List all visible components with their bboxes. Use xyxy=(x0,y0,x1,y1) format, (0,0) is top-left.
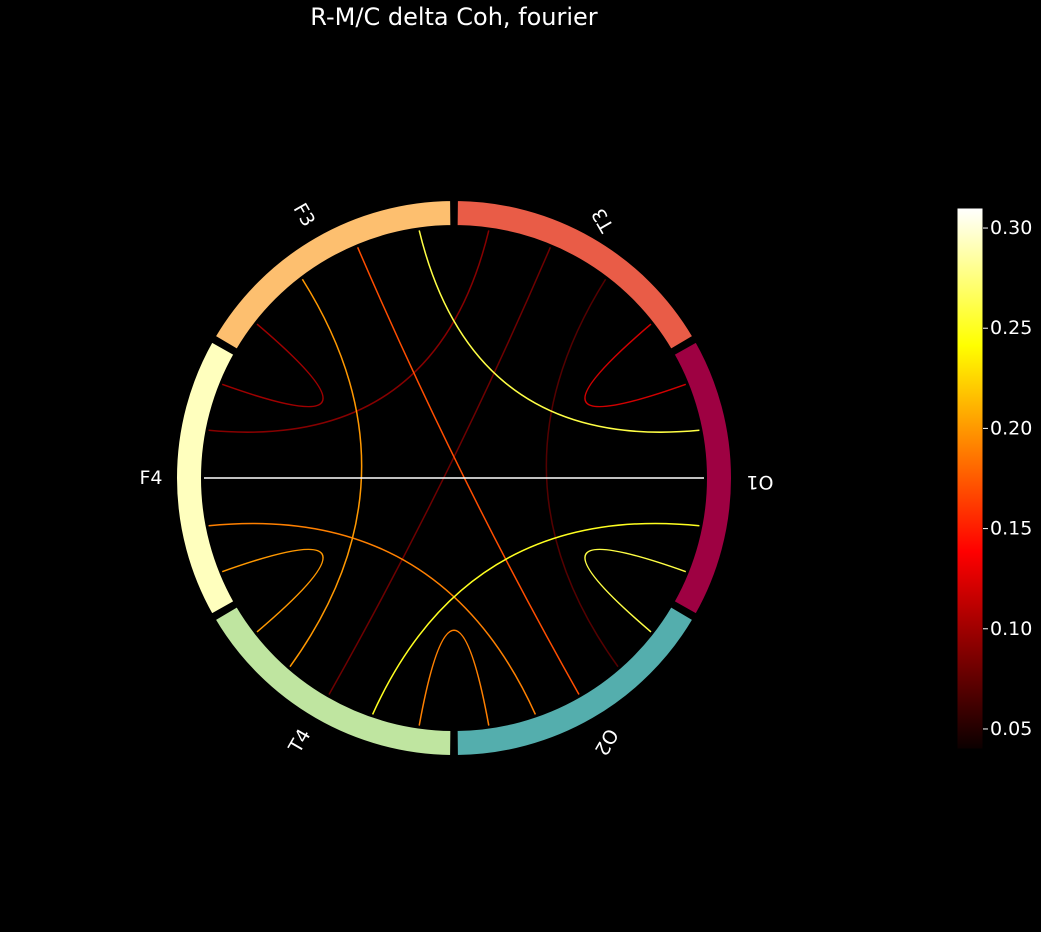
colorbar-tick-label: 0.05 xyxy=(990,718,1032,740)
connection-lines xyxy=(204,230,704,726)
node-arc-t4 xyxy=(213,604,453,757)
connection-t4-o2 xyxy=(418,629,490,726)
colorbar-tick-label: 0.25 xyxy=(990,317,1032,339)
connection-t3-o1 xyxy=(584,323,687,408)
node-arc-t3 xyxy=(455,199,695,352)
node-arc-f4 xyxy=(175,340,236,616)
connection-f3-t4 xyxy=(289,278,363,668)
colorbar-tick-label: 0.20 xyxy=(990,417,1032,439)
colorbar: 0.05 0.10 0.15 0.20 0.25 0.30 xyxy=(956,207,1032,750)
node-label-f3: F3 xyxy=(289,200,320,231)
connection-t4-o1 xyxy=(371,522,700,715)
node-label-o2: O2 xyxy=(590,725,623,759)
node-arcs xyxy=(175,199,733,757)
connection-t3-o2 xyxy=(545,278,619,668)
node-label-t3: T3 xyxy=(588,204,619,236)
node-labels: O1 T3 F3 F4 T4 O2 xyxy=(139,200,773,760)
colorbar-tick-label: 0.30 xyxy=(990,217,1032,239)
colorbar-tick-label: 0.10 xyxy=(990,618,1032,640)
connection-f4-t4 xyxy=(221,548,324,633)
node-arc-f3 xyxy=(213,199,453,352)
connection-t3-f4 xyxy=(208,230,490,433)
node-arc-o2 xyxy=(455,604,695,757)
connection-t3-t4 xyxy=(328,247,552,695)
connection-f3-o2 xyxy=(356,247,580,695)
colorbar-tick-label: 0.15 xyxy=(990,518,1032,540)
connection-f4-o2 xyxy=(208,522,537,715)
colorbar-ticks: 0.05 0.10 0.15 0.20 0.25 0.30 xyxy=(983,217,1032,740)
colorbar-gradient xyxy=(956,207,984,750)
connection-o2-o1 xyxy=(584,548,687,633)
node-label-o1: O1 xyxy=(746,471,773,493)
connection-f3-f4 xyxy=(221,323,324,408)
node-label-f4: F4 xyxy=(139,467,162,489)
node-label-t4: T4 xyxy=(284,725,315,757)
connection-f3-o1 xyxy=(418,230,700,433)
node-arc-o1 xyxy=(672,340,733,616)
chart-title: R-M/C delta Coh, fourier xyxy=(310,3,598,31)
